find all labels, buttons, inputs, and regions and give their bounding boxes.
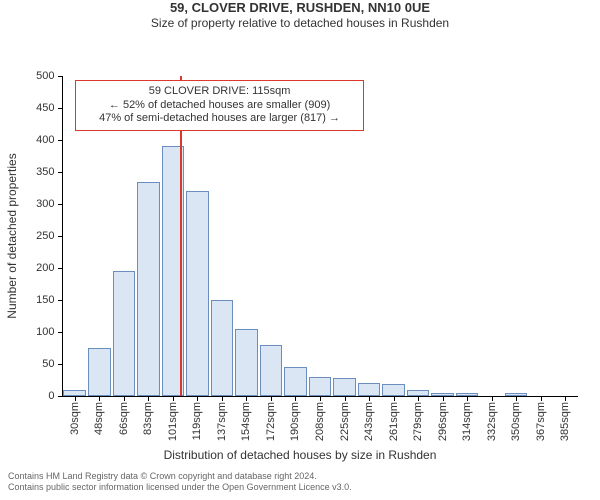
plot-area: 05010015020025030035040045050030sqm48sqm… xyxy=(62,76,578,397)
footer-line-1: Contains HM Land Registry data © Crown c… xyxy=(8,471,352,483)
y-tick-label: 0 xyxy=(48,390,54,402)
x-tick xyxy=(541,396,542,401)
histogram-bar xyxy=(284,367,307,396)
histogram-bar xyxy=(358,383,381,396)
histogram-bar xyxy=(211,300,234,396)
summary-info-box: 59 CLOVER DRIVE: 115sqm← 52% of detached… xyxy=(75,80,363,131)
x-tick xyxy=(173,396,174,401)
y-tick xyxy=(58,300,63,301)
y-tick-label: 500 xyxy=(36,70,54,82)
y-tick-label: 450 xyxy=(36,102,54,114)
histogram-bar xyxy=(333,378,356,396)
y-axis-label: Number of detached properties xyxy=(5,153,19,318)
y-tick xyxy=(58,396,63,397)
x-tick xyxy=(222,396,223,401)
x-tick-label: 367sqm xyxy=(535,402,547,441)
x-tick-label: 225sqm xyxy=(339,402,351,441)
x-tick xyxy=(148,396,149,401)
x-tick-label: 154sqm xyxy=(240,402,252,441)
x-tick-label: 30sqm xyxy=(69,402,81,435)
x-tick-label: 66sqm xyxy=(118,402,130,435)
histogram-bar xyxy=(186,191,209,396)
x-tick xyxy=(197,396,198,401)
x-tick-label: 48sqm xyxy=(93,402,105,435)
x-tick-label: 208sqm xyxy=(314,402,326,441)
y-tick-label: 50 xyxy=(42,358,54,370)
x-tick-label: 279sqm xyxy=(412,402,424,441)
y-tick xyxy=(58,204,63,205)
y-tick xyxy=(58,268,63,269)
x-tick xyxy=(565,396,566,401)
x-tick xyxy=(345,396,346,401)
histogram-chart: Number of detached properties 0501001502… xyxy=(4,30,597,466)
x-tick-label: 261sqm xyxy=(388,402,400,441)
x-tick xyxy=(124,396,125,401)
footer-attribution: Contains HM Land Registry data © Crown c… xyxy=(8,471,352,494)
histogram-bar xyxy=(88,348,111,396)
histogram-bar xyxy=(137,182,160,396)
y-tick xyxy=(58,332,63,333)
x-tick-label: 243sqm xyxy=(363,402,375,441)
histogram-bar xyxy=(309,377,332,396)
histogram-bar xyxy=(113,271,136,396)
histogram-bar xyxy=(382,384,405,396)
x-tick-label: 385sqm xyxy=(559,402,571,441)
x-tick xyxy=(75,396,76,401)
x-tick-label: 101sqm xyxy=(167,402,179,441)
x-tick-label: 296sqm xyxy=(437,402,449,441)
x-tick xyxy=(369,396,370,401)
y-tick xyxy=(58,140,63,141)
y-tick xyxy=(58,364,63,365)
x-tick-label: 172sqm xyxy=(265,402,277,441)
x-tick xyxy=(516,396,517,401)
page-title: 59, CLOVER DRIVE, RUSHDEN, NN10 0UE xyxy=(0,0,600,16)
y-tick xyxy=(58,76,63,77)
x-tick xyxy=(99,396,100,401)
x-tick-label: 314sqm xyxy=(461,402,473,441)
x-tick xyxy=(246,396,247,401)
y-tick-label: 200 xyxy=(36,262,54,274)
footer-line-2: Contains public sector information licen… xyxy=(8,482,352,494)
x-tick xyxy=(443,396,444,401)
x-tick-label: 83sqm xyxy=(142,402,154,435)
y-tick-label: 250 xyxy=(36,230,54,242)
x-tick xyxy=(467,396,468,401)
x-tick xyxy=(394,396,395,401)
x-tick-label: 190sqm xyxy=(289,402,301,441)
x-tick-label: 350sqm xyxy=(510,402,522,441)
y-tick-label: 350 xyxy=(36,166,54,178)
info-box-line-1: 59 CLOVER DRIVE: 115sqm xyxy=(84,85,354,99)
x-tick-label: 137sqm xyxy=(216,402,228,441)
x-tick-label: 332sqm xyxy=(486,402,498,441)
x-tick xyxy=(492,396,493,401)
x-tick xyxy=(295,396,296,401)
x-tick xyxy=(320,396,321,401)
info-box-line-2: ← 52% of detached houses are smaller (90… xyxy=(84,99,354,113)
page-subtitle: Size of property relative to detached ho… xyxy=(0,16,600,30)
x-axis-label: Distribution of detached houses by size … xyxy=(164,448,437,462)
histogram-bar xyxy=(260,345,283,396)
info-box-line-3: 47% of semi-detached houses are larger (… xyxy=(84,112,354,126)
y-tick-label: 300 xyxy=(36,198,54,210)
y-tick-label: 150 xyxy=(36,294,54,306)
y-tick xyxy=(58,172,63,173)
y-tick xyxy=(58,236,63,237)
x-tick xyxy=(271,396,272,401)
y-tick-label: 100 xyxy=(36,326,54,338)
histogram-bar xyxy=(235,329,258,396)
x-tick xyxy=(418,396,419,401)
y-tick xyxy=(58,108,63,109)
y-tick-label: 400 xyxy=(36,134,54,146)
x-tick-label: 119sqm xyxy=(191,402,203,440)
